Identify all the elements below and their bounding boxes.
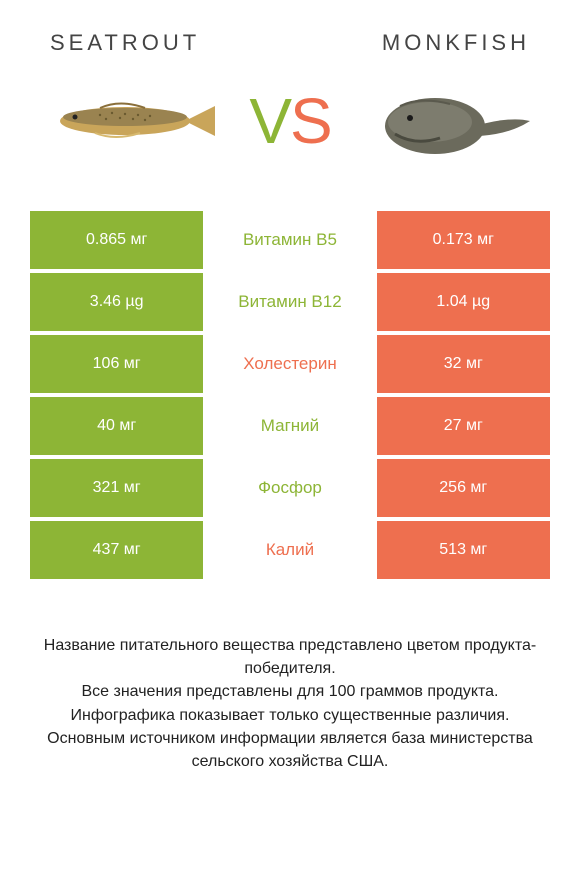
nutrient-table: 0.865 мгВитамин B50.173 мг3.46 µgВитамин… bbox=[30, 211, 550, 579]
vs-label: VS bbox=[249, 84, 330, 158]
left-value: 3.46 µg bbox=[30, 273, 203, 331]
footer-text: Название питательного вещества представл… bbox=[30, 634, 550, 773]
left-value: 321 мг bbox=[30, 459, 203, 517]
vs-row: VS bbox=[30, 66, 550, 176]
right-value: 513 мг bbox=[377, 521, 550, 579]
nutrient-label: Витамин B5 bbox=[203, 211, 376, 269]
vs-v-letter: V bbox=[249, 85, 290, 157]
footer-line-1: Название питательного вещества представл… bbox=[40, 634, 540, 680]
right-title: Monkfish bbox=[382, 30, 530, 56]
nutrient-label: Фосфор bbox=[203, 459, 376, 517]
right-value: 32 мг bbox=[377, 335, 550, 393]
left-value: 40 мг bbox=[30, 397, 203, 455]
monkfish-image bbox=[360, 66, 540, 176]
nutrient-row: 106 мгХолестерин32 мг bbox=[30, 335, 550, 393]
seatrout-image bbox=[40, 66, 220, 176]
nutrient-label: Холестерин bbox=[203, 335, 376, 393]
nutrient-row: 437 мгКалий513 мг bbox=[30, 521, 550, 579]
footer-line-3: Инфографика показывает только существенн… bbox=[40, 704, 540, 727]
right-value: 0.173 мг bbox=[377, 211, 550, 269]
nutrient-row: 3.46 µgВитамин B121.04 µg bbox=[30, 273, 550, 331]
right-value: 256 мг bbox=[377, 459, 550, 517]
right-value: 1.04 µg bbox=[377, 273, 550, 331]
nutrient-label: Витамин B12 bbox=[203, 273, 376, 331]
nutrient-row: 0.865 мгВитамин B50.173 мг bbox=[30, 211, 550, 269]
nutrient-row: 321 мгФосфор256 мг bbox=[30, 459, 550, 517]
left-value: 0.865 мг bbox=[30, 211, 203, 269]
vs-s-letter: S bbox=[290, 85, 331, 157]
footer-line-2: Все значения представлены для 100 граммо… bbox=[40, 680, 540, 703]
header-row: Seatrout Monkfish bbox=[30, 30, 550, 56]
nutrient-row: 40 мгМагний27 мг bbox=[30, 397, 550, 455]
footer-line-4: Основным источником информации является … bbox=[40, 727, 540, 773]
left-title: Seatrout bbox=[50, 30, 200, 56]
infographic-container: Seatrout Monkfish VS bbox=[0, 0, 580, 793]
right-value: 27 мг bbox=[377, 397, 550, 455]
nutrient-label: Калий bbox=[203, 521, 376, 579]
left-value: 437 мг bbox=[30, 521, 203, 579]
left-value: 106 мг bbox=[30, 335, 203, 393]
nutrient-label: Магний bbox=[203, 397, 376, 455]
